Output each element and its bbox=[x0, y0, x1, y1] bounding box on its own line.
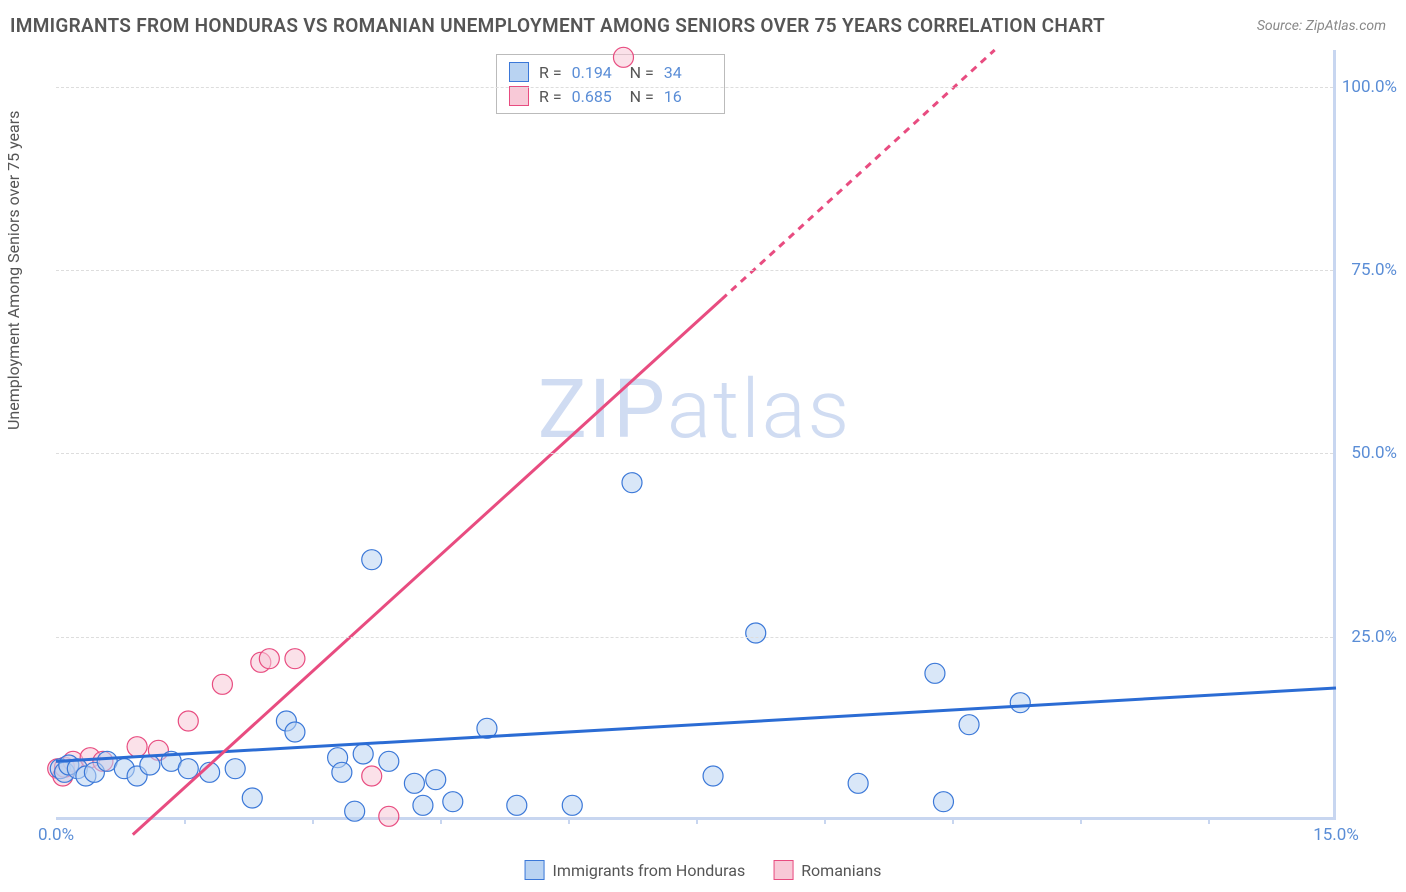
data-point bbox=[259, 649, 279, 669]
x-tick-mark bbox=[312, 817, 314, 824]
x-tick-mark bbox=[1080, 817, 1082, 824]
x-tick-right: 15.0% bbox=[1313, 825, 1359, 845]
data-point bbox=[562, 795, 582, 815]
data-point bbox=[140, 755, 160, 775]
data-point bbox=[925, 663, 945, 683]
bottom-legend-label: Immigrants from Honduras bbox=[553, 861, 746, 880]
chart-svg bbox=[56, 50, 1333, 817]
source-attribution: Source: ZipAtlas.com bbox=[1257, 18, 1386, 34]
x-tick-mark bbox=[824, 817, 826, 824]
source-prefix: Source: bbox=[1257, 18, 1306, 34]
data-point bbox=[225, 759, 245, 779]
data-point bbox=[1010, 693, 1030, 713]
x-tick-mark bbox=[568, 817, 570, 824]
y-tick-label: 75.0% bbox=[1351, 260, 1397, 280]
y-tick-label: 100.0% bbox=[1342, 77, 1397, 97]
data-point bbox=[959, 715, 979, 735]
data-point bbox=[345, 801, 365, 821]
x-tick-mark bbox=[952, 817, 954, 824]
data-point bbox=[848, 773, 868, 793]
y-tick-label: 25.0% bbox=[1351, 627, 1397, 647]
source-link[interactable]: ZipAtlas.com bbox=[1306, 18, 1386, 34]
data-point bbox=[242, 788, 262, 808]
bottom-legend-item: Romanians bbox=[773, 860, 881, 880]
bottom-legend-label: Romanians bbox=[801, 861, 881, 880]
data-point bbox=[426, 770, 446, 790]
data-point bbox=[933, 792, 953, 812]
data-point bbox=[703, 766, 723, 786]
data-point bbox=[178, 759, 198, 779]
x-tick-mark bbox=[440, 817, 442, 824]
data-point bbox=[353, 744, 373, 764]
x-tick-mark bbox=[696, 817, 698, 824]
grid-line bbox=[56, 270, 1333, 271]
trend-line bbox=[133, 299, 722, 834]
data-point bbox=[413, 795, 433, 815]
bottom-legend: Immigrants from Honduras Romanians bbox=[525, 860, 882, 880]
grid-line bbox=[56, 637, 1333, 638]
data-point bbox=[613, 47, 633, 67]
grid-line bbox=[56, 87, 1333, 88]
data-point bbox=[379, 751, 399, 771]
data-point bbox=[127, 737, 147, 757]
chart-title: IMMIGRANTS FROM HONDURAS VS ROMANIAN UNE… bbox=[10, 14, 1105, 37]
plot-area: ZIPatlas R =0.194N =34R =0.685N =16 25.0… bbox=[56, 50, 1336, 820]
x-tick-left: 0.0% bbox=[38, 825, 74, 845]
data-point bbox=[212, 674, 232, 694]
bottom-legend-item: Immigrants from Honduras bbox=[525, 860, 746, 880]
data-point bbox=[379, 806, 399, 826]
y-axis-label: Unemployment Among Seniors over 75 years bbox=[4, 111, 23, 430]
data-point bbox=[362, 550, 382, 570]
data-point bbox=[285, 722, 305, 742]
legend-swatch bbox=[525, 860, 545, 880]
trend-line bbox=[56, 688, 1336, 761]
legend-swatch bbox=[773, 860, 793, 880]
data-point bbox=[746, 623, 766, 643]
data-point bbox=[443, 792, 463, 812]
data-point bbox=[404, 773, 424, 793]
y-tick-label: 50.0% bbox=[1351, 443, 1397, 463]
x-tick-mark bbox=[184, 817, 186, 824]
grid-line bbox=[56, 453, 1333, 454]
data-point bbox=[507, 795, 527, 815]
data-point bbox=[332, 762, 352, 782]
x-tick-mark bbox=[1208, 817, 1210, 824]
data-point bbox=[285, 649, 305, 669]
data-point bbox=[622, 473, 642, 493]
data-point bbox=[178, 711, 198, 731]
data-point bbox=[362, 766, 382, 786]
